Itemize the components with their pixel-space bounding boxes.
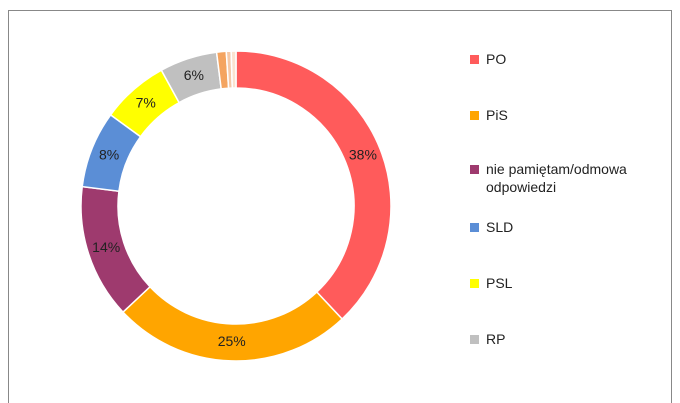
legend-entry: PSL	[470, 274, 666, 292]
slice	[230, 50, 237, 89]
legend-swatch	[470, 55, 479, 64]
legend-entry: SLD	[470, 218, 666, 236]
data-label: 14%	[92, 239, 120, 255]
slice	[235, 50, 392, 321]
legend-swatch	[470, 223, 479, 232]
legend-entry: RP	[470, 330, 666, 348]
data-label: 6%	[184, 67, 204, 83]
legend-entry: PiS	[470, 106, 666, 124]
data-label: 7%	[136, 94, 156, 110]
legend-label: PSL	[486, 275, 513, 291]
slice	[121, 285, 344, 362]
legend-label: PO	[486, 51, 507, 67]
chart-border	[8, 10, 672, 403]
legend-label: RP	[486, 331, 506, 347]
legend-swatch	[470, 111, 479, 120]
legend-label: PiS	[486, 107, 508, 123]
data-label: 25%	[218, 333, 246, 349]
legend-swatch	[470, 335, 479, 344]
legend-label: nie pamiętam/odmowa odpowiedzi	[486, 161, 627, 195]
data-label: 38%	[349, 146, 377, 162]
data-label: 8%	[99, 146, 119, 162]
legend-swatch	[470, 279, 479, 288]
legend-label: SLD	[486, 219, 514, 235]
legend-entry: nie pamiętam/odmowa odpowiedzi	[470, 160, 666, 196]
legend-swatch	[470, 165, 479, 174]
legend-entry: PO	[470, 50, 666, 68]
